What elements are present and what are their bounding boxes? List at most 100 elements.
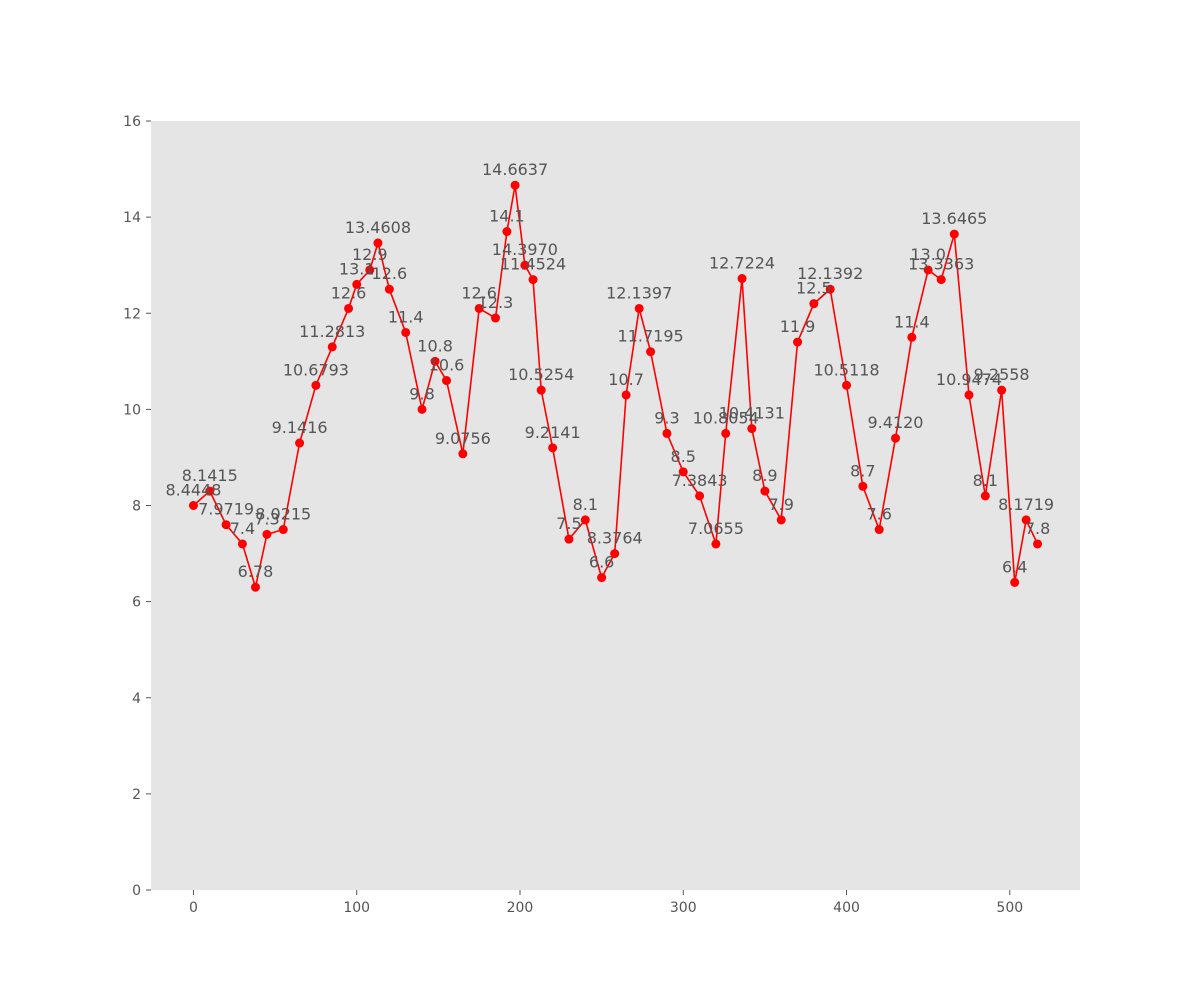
data-point	[695, 491, 705, 501]
data-label: 13.3363	[908, 255, 974, 274]
data-label: 9.3	[654, 408, 679, 427]
data-label: 10.7	[608, 370, 644, 389]
data-label: 13.4608	[345, 218, 411, 237]
data-label: 11.2813	[299, 322, 365, 341]
data-label: 12.5	[796, 279, 832, 298]
data-point	[949, 229, 959, 239]
data-point	[1021, 515, 1031, 525]
data-label: 13.1	[339, 259, 375, 278]
data-point	[858, 481, 868, 491]
data-point	[1033, 539, 1043, 549]
x-tick-label: 0	[189, 900, 198, 916]
plot-background	[151, 121, 1080, 890]
data-point	[188, 501, 198, 510]
data-label: 7.4	[230, 519, 255, 538]
data-point	[564, 534, 574, 544]
data-label: 11.4524	[500, 255, 566, 274]
data-label: 12.1397	[606, 283, 672, 302]
data-point	[327, 342, 337, 352]
data-point	[721, 428, 731, 438]
data-point	[442, 376, 452, 386]
data-point	[907, 332, 917, 342]
data-label: 7.3	[254, 509, 279, 528]
data-label: 13.6465	[921, 209, 987, 228]
data-point	[662, 428, 672, 438]
data-point	[502, 227, 512, 237]
data-label: 9.4120	[868, 413, 924, 432]
data-label: 8.1	[973, 471, 998, 490]
data-label: 10.6	[429, 356, 465, 375]
data-point	[311, 380, 321, 390]
data-point	[352, 279, 362, 289]
data-point	[809, 299, 819, 309]
y-tick-label: 2	[132, 787, 141, 803]
y-tick-label: 12	[123, 306, 141, 322]
data-label: 13.0	[910, 245, 946, 264]
y-tick-label: 4	[132, 691, 141, 707]
data-point	[747, 424, 757, 434]
data-point	[678, 467, 688, 477]
y-tick-label: 16	[123, 114, 141, 130]
data-point	[923, 265, 933, 275]
data-label: 7.8	[1025, 519, 1050, 538]
data-point	[237, 539, 247, 549]
data-label: 10.4131	[719, 404, 785, 423]
data-label: 7.9	[768, 495, 793, 514]
y-tick-label: 6	[132, 595, 141, 611]
data-point	[490, 313, 500, 323]
markers-group	[188, 180, 1043, 592]
data-point	[610, 549, 620, 559]
data-label: 10.6793	[283, 360, 349, 379]
data-point	[384, 284, 394, 294]
data-point	[621, 390, 631, 400]
data-point	[737, 274, 747, 284]
data-label: 9.0756	[435, 429, 491, 448]
data-point	[205, 486, 215, 496]
data-point	[964, 390, 974, 400]
data-label: 12.6	[331, 283, 367, 302]
data-label: 8.9	[752, 466, 777, 485]
x-tick-label: 400	[833, 900, 860, 916]
data-point	[344, 303, 354, 313]
data-label: 8.1415	[182, 466, 238, 485]
data-point	[1010, 577, 1020, 587]
data-label: 10.9474	[936, 370, 1002, 389]
data-label: 12.6	[461, 283, 497, 302]
data-point	[373, 238, 383, 248]
data-label: 10.5118	[813, 360, 879, 379]
data-point	[458, 449, 468, 459]
data-point	[997, 385, 1007, 395]
data-point	[842, 380, 852, 390]
data-label: 14.3970	[492, 240, 558, 259]
y-tick-label: 8	[132, 499, 141, 515]
x-tick-label: 200	[507, 900, 534, 916]
data-point	[936, 275, 946, 285]
data-point	[646, 347, 656, 357]
data-label: 7.9719	[198, 500, 254, 519]
x-tick-label: 100	[343, 900, 370, 916]
data-label: 11.9	[780, 317, 816, 336]
data-label: 8.7	[850, 461, 875, 480]
data-label: 6.78	[238, 562, 274, 581]
data-label: 11.4	[388, 307, 424, 326]
data-label: 9.1416	[272, 418, 328, 437]
data-label: 11.4	[894, 312, 930, 331]
data-label: 7.5	[556, 514, 581, 533]
data-point	[536, 385, 546, 395]
data-point	[874, 525, 884, 535]
data-label: 9.2141	[525, 423, 581, 442]
data-point	[793, 337, 803, 347]
y-tick-label: 14	[123, 210, 141, 226]
data-point	[295, 438, 305, 448]
data-point	[776, 515, 786, 525]
data-label: 14.1	[489, 207, 525, 226]
data-label: 6.4	[1002, 557, 1027, 576]
data-label: 12.6	[372, 264, 408, 283]
data-point	[597, 573, 607, 583]
data-point	[221, 520, 231, 530]
data-label: 8.1719	[998, 495, 1054, 514]
data-point	[430, 356, 440, 366]
data-point	[510, 180, 520, 190]
data-point	[528, 275, 538, 285]
